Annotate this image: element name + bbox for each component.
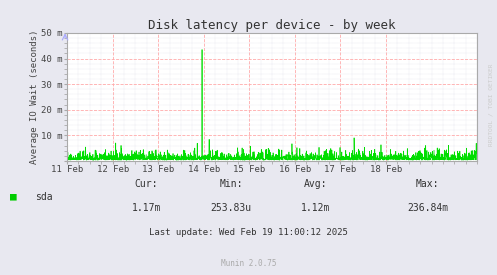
Text: sda: sda [35,192,52,202]
Title: Disk latency per device - by week: Disk latency per device - by week [149,19,396,32]
Text: ■: ■ [10,192,17,202]
Text: Min:: Min: [219,179,243,189]
Text: 1.17m: 1.17m [132,203,162,213]
Text: Last update: Wed Feb 19 11:00:12 2025: Last update: Wed Feb 19 11:00:12 2025 [149,228,348,237]
Text: Max:: Max: [415,179,439,189]
Text: Avg:: Avg: [304,179,328,189]
Text: 1.12m: 1.12m [301,203,331,213]
Text: Cur:: Cur: [135,179,159,189]
Text: 236.84m: 236.84m [407,203,448,213]
Text: 253.83u: 253.83u [211,203,251,213]
Text: Munin 2.0.75: Munin 2.0.75 [221,260,276,268]
Y-axis label: Average IO Wait (seconds): Average IO Wait (seconds) [30,30,39,164]
Text: RRDTOOL / TOBI OETIKER: RRDTOOL / TOBI OETIKER [489,63,494,146]
